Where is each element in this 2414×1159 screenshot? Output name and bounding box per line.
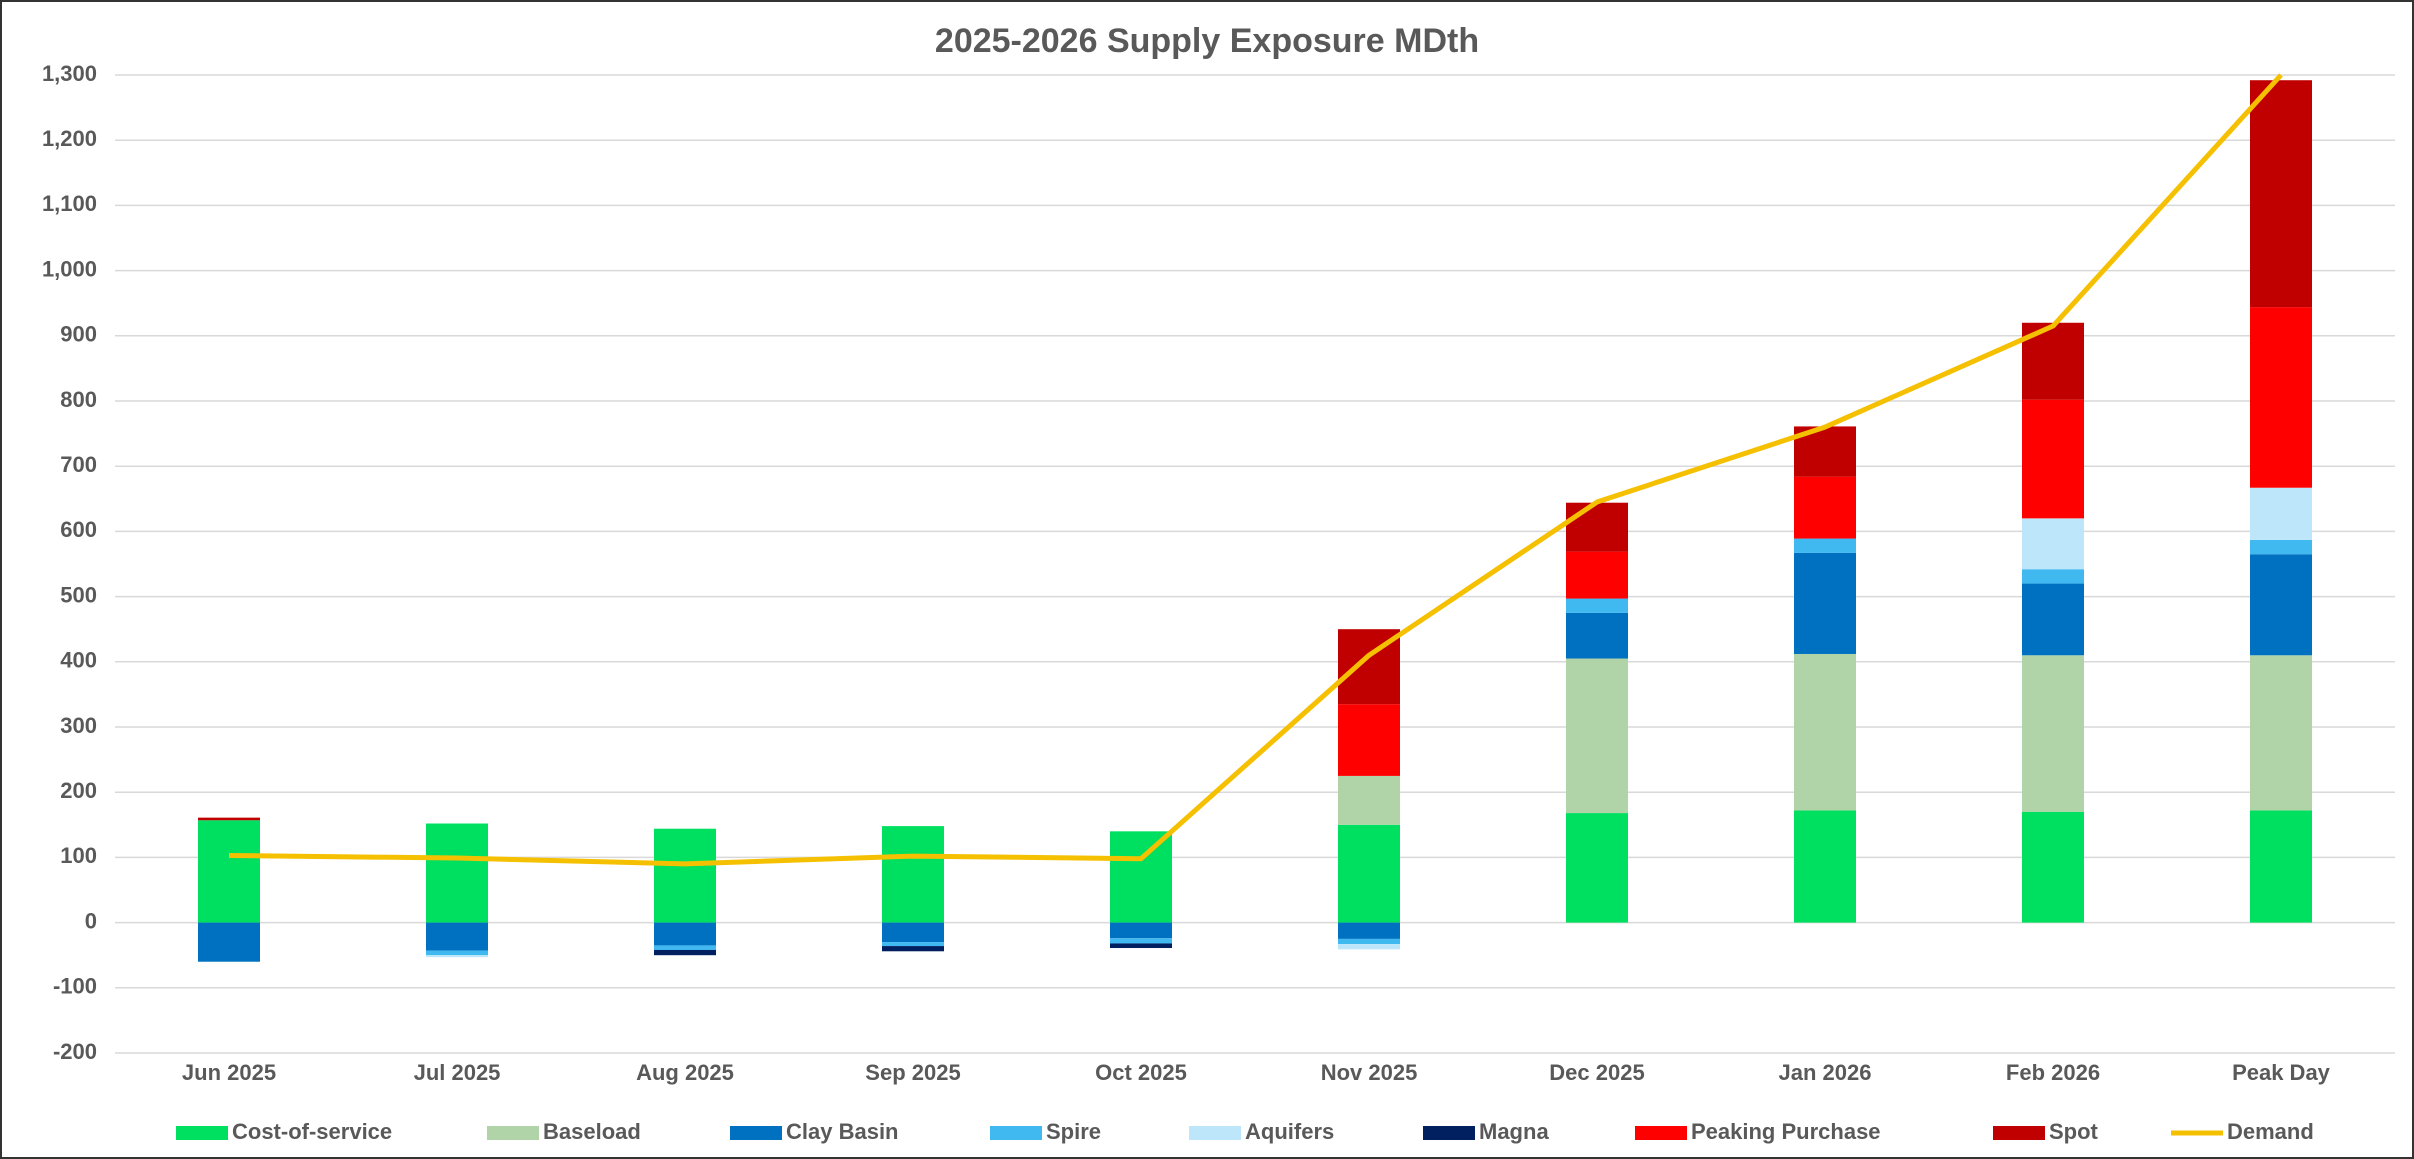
y-tick-label: 1,200: [42, 126, 97, 151]
legend-label: Spire: [1046, 1119, 1101, 1144]
legend-swatch: [1993, 1126, 2045, 1140]
bar-segment: [426, 955, 488, 958]
y-tick-label: 1,300: [42, 61, 97, 86]
x-tick-label: Feb 2026: [2006, 1060, 2100, 1085]
bar-segment: [1794, 653, 1856, 811]
bar-segment: [1794, 476, 1856, 539]
y-tick-label: 800: [60, 387, 97, 412]
legend-label: Peaking Purchase: [1691, 1119, 1881, 1144]
bar-segment: [2250, 80, 2312, 308]
legend-swatch: [1423, 1126, 1475, 1140]
legend-swatch: [487, 1126, 539, 1140]
bar-segment: [2022, 583, 2084, 656]
y-tick-label: 400: [60, 648, 97, 673]
bar-segment: [1566, 502, 1628, 552]
bar-segment: [198, 820, 260, 923]
legend-label: Magna: [1479, 1119, 1549, 1144]
legend-swatch: [990, 1126, 1042, 1140]
bar-segment: [654, 945, 716, 950]
bar-segment: [1794, 810, 1856, 923]
bar-segment: [2022, 569, 2084, 584]
bar-segment: [882, 942, 944, 947]
x-tick-label: Nov 2025: [1321, 1060, 1418, 1085]
bar-segment: [2250, 539, 2312, 555]
x-tick-label: Sep 2025: [865, 1060, 960, 1085]
y-tick-label: 0: [85, 908, 97, 933]
legend-label: Aquifers: [1245, 1119, 1334, 1144]
bar-segment: [1338, 704, 1400, 776]
y-tick-label: 200: [60, 778, 97, 803]
x-tick-label: Jul 2025: [414, 1060, 501, 1085]
x-tick-label: Oct 2025: [1095, 1060, 1187, 1085]
y-tick-label: 700: [60, 452, 97, 477]
bar-segment: [1794, 538, 1856, 553]
legend-swatch: [1189, 1126, 1241, 1140]
bar-segment: [1566, 598, 1628, 613]
bar-segment: [1338, 922, 1400, 939]
x-tick-label: Dec 2025: [1549, 1060, 1644, 1085]
bar-segment: [1566, 612, 1628, 659]
y-tick-label: 100: [60, 843, 97, 868]
x-tick-label: Jan 2026: [1779, 1060, 1872, 1085]
bar-segment: [2022, 811, 2084, 923]
chart-title: 2025-2026 Supply Exposure MDth: [935, 22, 1479, 60]
bar-segment: [1110, 831, 1172, 923]
bar-segment: [654, 828, 716, 923]
legend-swatch: [730, 1126, 782, 1140]
bar-segment: [1110, 943, 1172, 949]
legend-swatch: [176, 1126, 228, 1140]
bar-segment: [1110, 938, 1172, 944]
bar-segment: [1794, 552, 1856, 654]
bar-segment: [654, 949, 716, 956]
bar-segment: [2250, 810, 2312, 923]
bar-segment: [2250, 554, 2312, 656]
bar-segment: [1338, 944, 1400, 950]
bar-segment: [198, 922, 260, 962]
bar-segment: [1566, 813, 1628, 923]
bar-segment: [2022, 518, 2084, 570]
y-tick-label: 600: [60, 517, 97, 542]
legend-label: Baseload: [543, 1119, 641, 1144]
bar-segment: [198, 817, 260, 821]
legend-label: Demand: [2227, 1119, 2314, 1144]
bar-segment: [882, 922, 944, 943]
demand-line: [228, 73, 2283, 867]
bar-segment: [1110, 922, 1172, 939]
y-tick-label: 500: [60, 582, 97, 607]
bar-segment: [2022, 655, 2084, 812]
legend-swatch: [1635, 1126, 1687, 1140]
y-tick-label: 1,100: [42, 191, 97, 216]
bar-segment: [426, 823, 488, 923]
y-tick-label: 1,000: [42, 256, 97, 281]
y-tick-label: -100: [53, 974, 97, 999]
bar-segment: [2250, 487, 2312, 540]
bar-segment: [1338, 775, 1400, 825]
bar-segment: [2022, 399, 2084, 519]
x-tick-label: Jun 2025: [182, 1060, 276, 1085]
bar-segment: [882, 946, 944, 952]
bar-segment: [426, 950, 488, 956]
bar-segment: [1566, 658, 1628, 814]
bar-segment: [1338, 938, 1400, 945]
legend-label: Spot: [2049, 1119, 2099, 1144]
bar-segment: [426, 922, 488, 951]
legend-label: Clay Basin: [786, 1119, 899, 1144]
bar-segment: [1338, 824, 1400, 923]
x-tick-label: Peak Day: [2232, 1060, 2331, 1085]
y-tick-label: 300: [60, 713, 97, 738]
bar-segment: [882, 826, 944, 923]
y-tick-label: -200: [53, 1039, 97, 1064]
legend-label: Cost-of-service: [232, 1119, 392, 1144]
y-tick-label: 900: [60, 322, 97, 347]
bar-segment: [654, 922, 716, 946]
bar-segment: [2250, 307, 2312, 488]
bar-segment: [1566, 551, 1628, 599]
bar-segment: [2250, 655, 2312, 811]
x-tick-label: Aug 2025: [636, 1060, 734, 1085]
